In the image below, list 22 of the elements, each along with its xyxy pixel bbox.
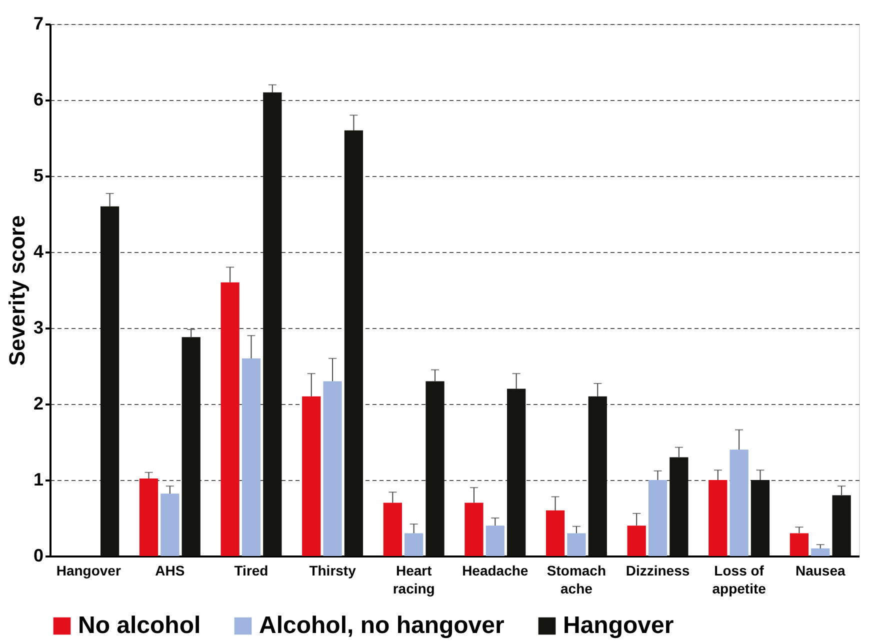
legend-label: No alcohol bbox=[78, 612, 201, 639]
y-tick-label: 3 bbox=[33, 318, 44, 338]
y-axis-title: Severity score bbox=[4, 215, 30, 366]
y-tick-label: 5 bbox=[33, 166, 44, 186]
x-tick-label: Stomach ache bbox=[546, 562, 606, 596]
x-tick-label: Headache bbox=[462, 562, 528, 578]
x-tick-label: AHS bbox=[155, 562, 185, 578]
x-tick-label: Dizziness bbox=[626, 562, 690, 578]
y-tick-label: 1 bbox=[33, 470, 44, 490]
x-tick-label: Loss of appetite bbox=[712, 562, 766, 596]
y-tick-label: 2 bbox=[33, 394, 44, 414]
x-tick-label: Tired bbox=[234, 562, 268, 578]
x-tick-label: Hangover bbox=[56, 562, 122, 578]
x-tick-label: Nausea bbox=[795, 562, 846, 578]
x-tick-label: Heart racing bbox=[392, 562, 435, 596]
y-tick-label: 4 bbox=[33, 242, 44, 262]
y-tick-label: 6 bbox=[33, 90, 44, 110]
legend-label: Hangover bbox=[563, 612, 674, 639]
legend-label: Alcohol, no hangover bbox=[259, 612, 504, 639]
y-tick-label: 0 bbox=[33, 546, 44, 566]
x-tick-label: Thirsty bbox=[309, 562, 356, 578]
y-tick-label: 7 bbox=[33, 14, 44, 34]
